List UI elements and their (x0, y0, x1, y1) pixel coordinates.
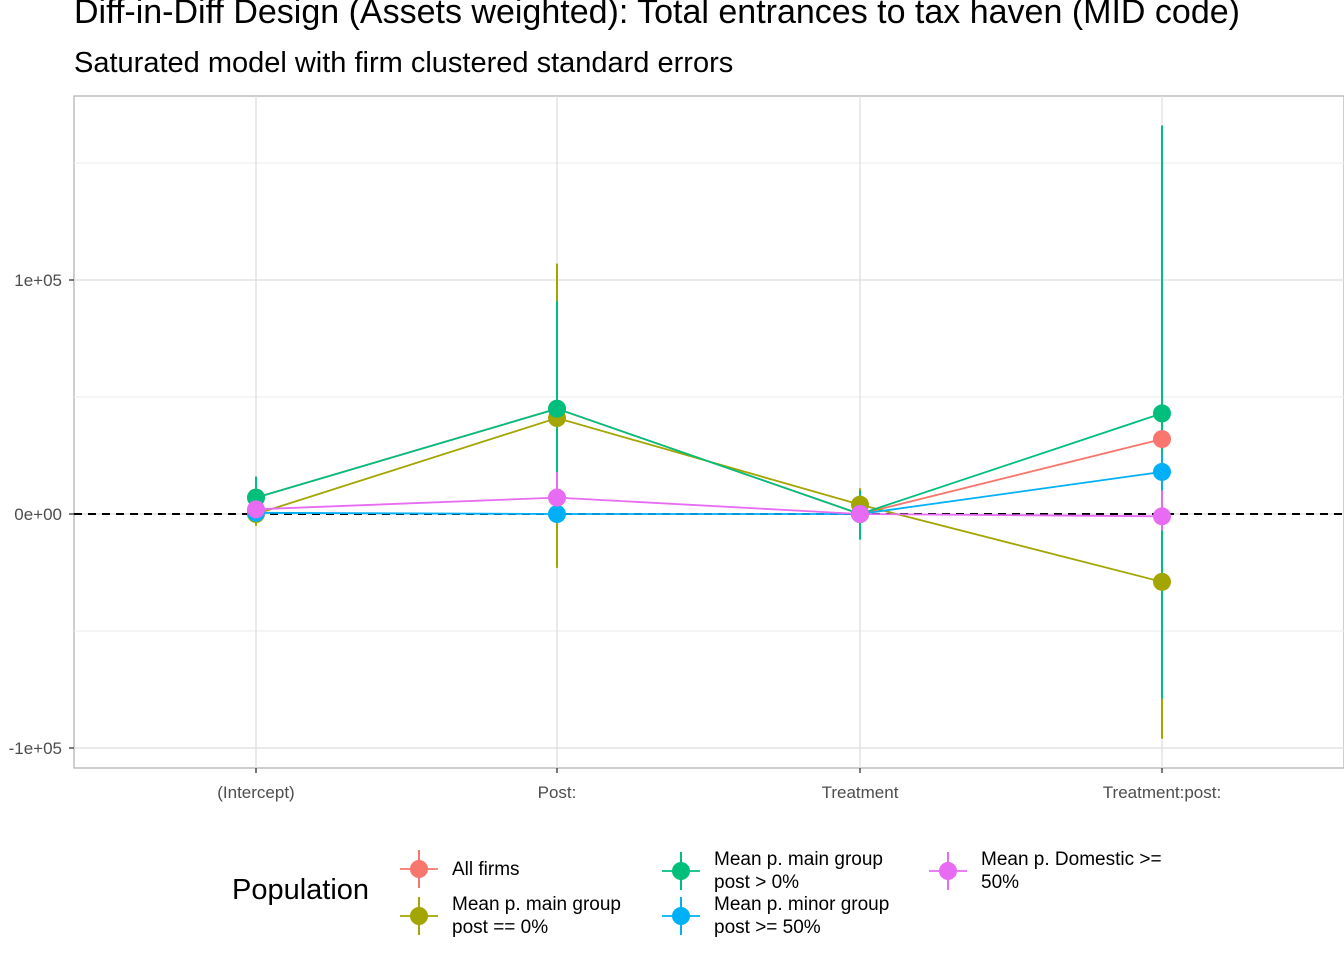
legend-key (400, 897, 438, 935)
legend-label: Mean p. main group post == 0% (452, 894, 621, 938)
legend-item: Mean p. main group post == 0% (398, 893, 621, 939)
data-point-1-3 (1153, 572, 1171, 591)
legend-key-point (672, 907, 690, 925)
legend-key (662, 852, 700, 890)
data-point-0-3 (1153, 430, 1171, 449)
legend-key-point (410, 907, 428, 925)
y-tick-label: -1e+05 (9, 739, 62, 758)
chart-title: Diff-in-Diff Design (Assets weighted): T… (74, 0, 1240, 31)
legend-key (929, 852, 967, 890)
legend-key-point (410, 860, 428, 878)
chart-subtitle: Saturated model with firm clustered stan… (74, 47, 734, 79)
series-line-4 (255, 496, 1163, 518)
series-line-3 (255, 470, 1163, 515)
data-point-4-2 (851, 505, 869, 523)
data-points (247, 399, 1171, 591)
legend-key (400, 850, 438, 888)
x-tick-label: (Intercept) (217, 783, 294, 802)
data-point-2-3 (1153, 404, 1171, 423)
legend-label: All firms (452, 858, 520, 880)
x-tick-label: Post: (538, 783, 577, 802)
legend-key (662, 897, 700, 935)
legend-item: Mean p. main group post > 0% (660, 848, 883, 894)
y-tick-label: 1e+05 (14, 271, 62, 290)
data-point-2-1 (548, 399, 566, 418)
legend-label: Mean p. main group post > 0% (714, 849, 883, 893)
data-point-4-3 (1153, 507, 1171, 526)
data-point-4-1 (548, 488, 566, 507)
y-tick-label: 0e+00 (14, 505, 62, 524)
legend-item: Mean p. Domestic >= 50% (927, 848, 1162, 894)
legend-key-point (939, 862, 957, 880)
legend-item: All firms (398, 848, 520, 890)
legend-label: Mean p. minor group post >= 50% (714, 894, 890, 938)
x-tick-label: Treatment (822, 783, 899, 802)
series-line-2 (255, 407, 1163, 515)
legend-item: Mean p. minor group post >= 50% (660, 893, 889, 939)
series-lines (255, 407, 1163, 583)
legend-label: Mean p. Domestic >= 50% (981, 849, 1162, 893)
data-point-3-3 (1153, 462, 1171, 481)
legend-key-point (672, 862, 690, 880)
plot-panel (73, 95, 1344, 769)
data-point-4-0 (247, 500, 265, 519)
y-axis-ticks: 1e+05 0e+00 -1e+05 (9, 271, 74, 758)
x-tick-label: Treatment:post: (1103, 783, 1221, 802)
x-axis-ticks: (Intercept) Post: Treatment Treatment:post: (217, 768, 1221, 802)
legend-title: Population (232, 874, 370, 906)
data-point-3-1 (548, 505, 566, 523)
